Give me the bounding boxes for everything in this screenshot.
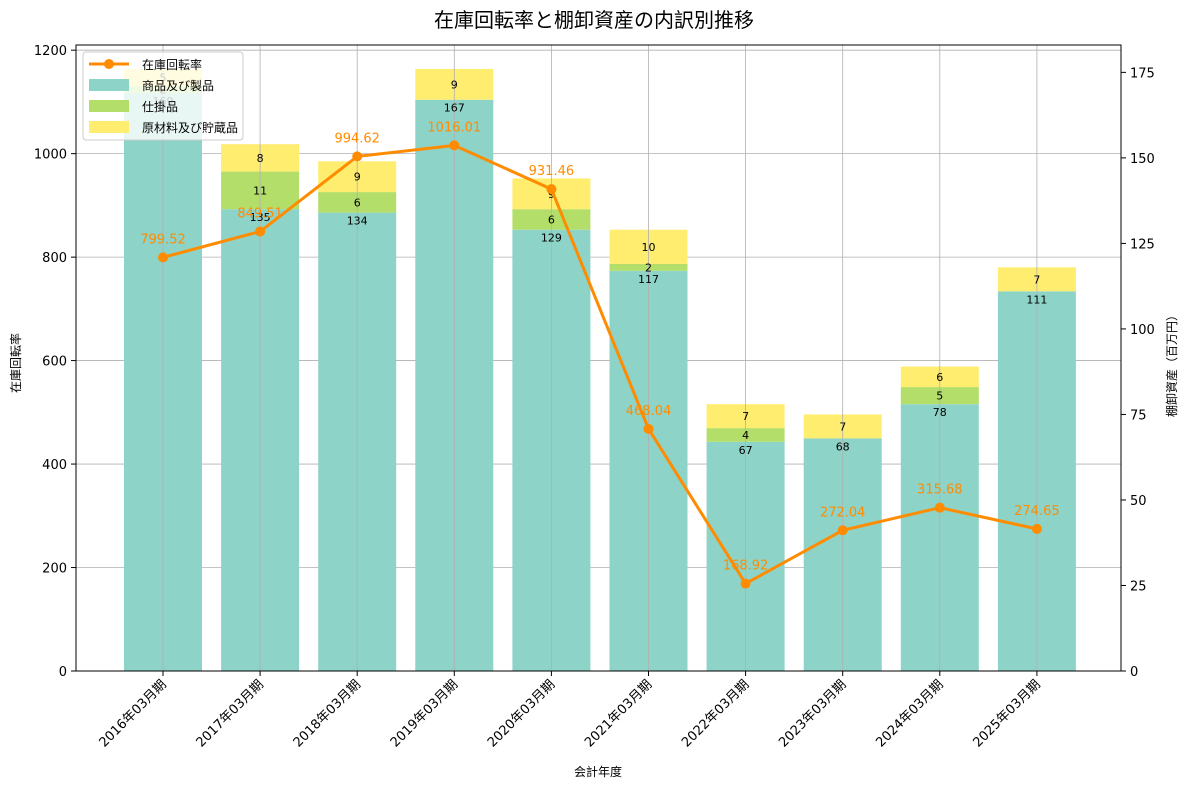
turnover-point	[934, 502, 945, 513]
turnover-value-label: 168.92	[723, 559, 769, 574]
bar-value-label: 67	[739, 444, 753, 457]
legend-entry-label: 商品及び製品	[142, 78, 214, 93]
bar-value-label: 10	[642, 241, 656, 254]
turnover-point	[740, 578, 751, 589]
right-y-tick-label: 100	[1130, 323, 1155, 338]
bar-value-label: 6	[936, 371, 943, 384]
x-tick-label: 2017年03月期	[194, 677, 267, 750]
right-y-tick-label: 75	[1130, 408, 1147, 423]
bar-value-label: 9	[354, 171, 361, 184]
x-tick-label: 2024年03月期	[873, 677, 946, 750]
plot-frame	[75, 44, 1122, 672]
x-tick-label: 2018年03月期	[291, 677, 364, 750]
turnover-point	[546, 184, 557, 195]
turnover-point	[837, 525, 848, 536]
x-tick-label: 2023年03月期	[776, 677, 849, 750]
turnover-value-label: 799.52	[140, 232, 186, 247]
legend-entry-label: 在庫回転率	[142, 57, 202, 72]
turnover-point	[1031, 523, 1042, 534]
turnover-value-label: 315.68	[917, 483, 963, 498]
x-tick-label: 2019年03月期	[388, 677, 461, 750]
turnover-value-label: 468.04	[626, 404, 672, 419]
x-tick-label: 2016年03月期	[97, 677, 170, 750]
axes: 0200400600800100012000255075100125150175…	[34, 44, 1155, 750]
turnover-value-label: 272.04	[820, 505, 866, 520]
x-axis-label: 会計年度	[574, 764, 622, 779]
bar-value-label: 6	[548, 213, 555, 226]
turnover-point	[255, 226, 266, 237]
bar-value-label: 2	[645, 261, 652, 274]
right-y-tick-label: 175	[1130, 66, 1155, 81]
turnover-point	[352, 151, 363, 162]
turnover-value-label: 1016.01	[427, 120, 481, 135]
x-tick-label: 2021年03月期	[582, 677, 655, 750]
bar-value-label: 9	[451, 78, 458, 91]
left-y-tick-label: 1000	[34, 148, 67, 163]
bar-value-label: 129	[541, 232, 562, 245]
bar-value-label: 68	[836, 440, 850, 453]
right-y-axis-label: 棚卸資産（百万円）	[1164, 309, 1179, 417]
turnover-value-label: 931.46	[529, 164, 575, 179]
x-tick-label: 2025年03月期	[970, 677, 1043, 750]
x-tick-label: 2020年03月期	[485, 677, 558, 750]
bar-value-label: 78	[933, 406, 947, 419]
bar-value-label: 117	[638, 273, 659, 286]
turnover-value-label: 994.62	[334, 131, 380, 146]
bar-value-label: 6	[354, 196, 361, 209]
left-y-tick-label: 600	[42, 355, 67, 370]
right-y-tick-label: 25	[1130, 579, 1147, 594]
left-y-tick-label: 0	[59, 665, 67, 680]
bar-value-label: 11	[253, 184, 267, 197]
turnover-point	[643, 423, 654, 434]
legend-box	[82, 51, 244, 141]
turnover-line	[162, 143, 1038, 586]
bar-value-label: 7	[1033, 273, 1040, 286]
bar-value-label: 9	[548, 188, 555, 201]
x-tick-label: 2022年03月期	[679, 677, 752, 750]
left-y-tick-label: 800	[42, 251, 67, 266]
right-y-tick-label: 125	[1130, 237, 1155, 252]
bar-value-label: 134	[347, 215, 368, 228]
bar-value-label: 7	[742, 410, 749, 423]
right-y-tick-label: 50	[1130, 494, 1147, 509]
right-y-tick-label: 150	[1130, 152, 1155, 167]
bar-value-label: 4	[742, 429, 749, 442]
left-y-axis-label: 在庫回転率	[8, 333, 23, 393]
bar-value-label: 8	[257, 152, 264, 165]
legend-entry-label: 仕掛品	[142, 99, 178, 114]
bar-value-label: 7	[839, 420, 846, 433]
legend-entry-label: 原材料及び貯蔵品	[142, 121, 238, 135]
turnover-value-label: 849.51	[237, 207, 283, 222]
turnover-point	[449, 140, 460, 151]
bar-series: 1692513511813469167912969117210674768778…	[124, 45, 1076, 672]
bar-value-label: 135	[250, 211, 271, 224]
left-y-tick-label: 200	[42, 562, 67, 577]
left-y-tick-label: 400	[42, 458, 67, 473]
turnover-value-label: 274.65	[1014, 504, 1060, 519]
bar-value-label: 111	[1026, 293, 1047, 306]
turnover-line-series: 799.52 849.51 994.62 1016.01 931.46 468.04 168…	[140, 120, 1060, 589]
right-y-tick-label: 0	[1130, 665, 1138, 680]
turnover-point	[158, 252, 168, 263]
bar-value-label: 5	[936, 390, 943, 403]
left-y-tick-label: 1200	[34, 44, 67, 59]
bar-value-label: 167	[444, 102, 465, 115]
chart-title: 在庫回転率と棚卸資産の内訳別推移	[434, 8, 754, 32]
